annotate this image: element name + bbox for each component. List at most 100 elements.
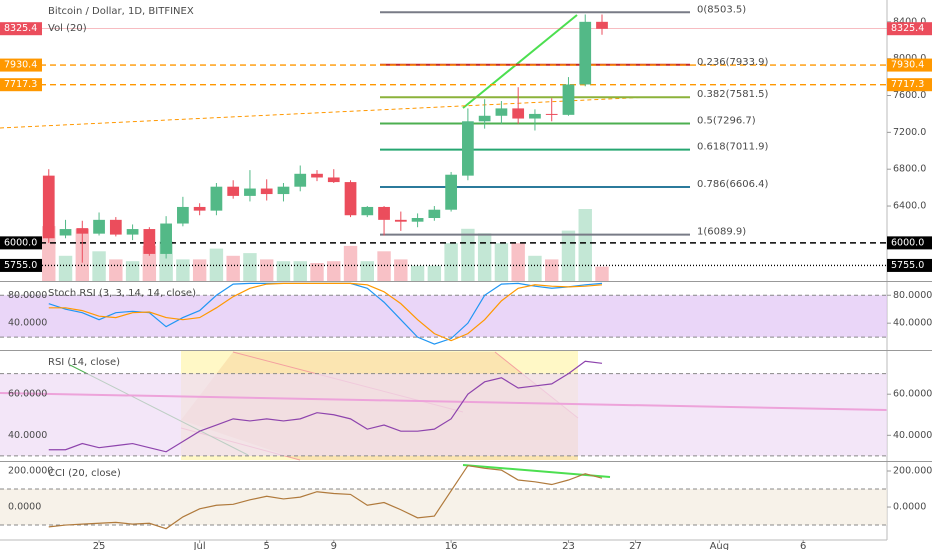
price-tag bbox=[887, 58, 932, 72]
price-tag-label: 8325.4 bbox=[4, 23, 37, 34]
candle-body bbox=[93, 219, 105, 234]
pane-title: CCI (20, close) bbox=[48, 468, 121, 479]
y-tick-label: 0.0000 bbox=[893, 502, 926, 513]
volume-bar bbox=[377, 251, 391, 281]
volume-bar bbox=[327, 261, 341, 281]
y-tick-label: 60.0000 bbox=[8, 389, 47, 400]
price-tag-label: 8325.4 bbox=[891, 23, 924, 34]
candle-body bbox=[277, 186, 290, 195]
volume-bar bbox=[511, 243, 525, 281]
candle-body bbox=[160, 223, 172, 254]
volume-bar bbox=[125, 261, 140, 281]
trend-line bbox=[462, 464, 611, 478]
volume-bar bbox=[494, 243, 509, 281]
fib-label: 0.5(7296.7) bbox=[697, 115, 756, 126]
volume-bar bbox=[192, 259, 207, 281]
price-tag bbox=[0, 236, 42, 250]
volume-bar bbox=[226, 255, 240, 281]
y-tick-label: 6400.0 bbox=[893, 201, 926, 212]
volume-bar bbox=[260, 259, 274, 281]
y-tick-label: 8400.0 bbox=[893, 16, 926, 27]
candle-body bbox=[143, 229, 156, 254]
x-tick-label: 5 bbox=[264, 541, 270, 550]
candle-body bbox=[327, 177, 340, 183]
candle-body bbox=[428, 209, 441, 219]
candle-body bbox=[311, 173, 323, 178]
y-tick-label: 7200.0 bbox=[893, 127, 926, 138]
candle-body bbox=[227, 186, 240, 196]
band bbox=[0, 489, 887, 526]
price-tag-label: 5755.0 bbox=[4, 260, 37, 271]
candle-body bbox=[478, 115, 491, 122]
candle-body bbox=[579, 21, 592, 85]
volume-bar bbox=[427, 265, 442, 281]
pane-title: Bitcoin / Dollar, 1D, BITFINEX bbox=[48, 6, 194, 17]
volume-bar bbox=[461, 228, 475, 281]
pane-subtitle: Vol (20) bbox=[48, 23, 87, 34]
candle-body bbox=[210, 186, 223, 211]
volume-bar bbox=[243, 253, 257, 281]
band bbox=[0, 295, 887, 338]
fib-label: 0.382(7581.5) bbox=[697, 89, 769, 100]
y-tick-label: 0.0000 bbox=[8, 502, 41, 513]
volume-bar bbox=[310, 263, 324, 281]
candle-body bbox=[462, 121, 474, 176]
x-tick-label: 9 bbox=[331, 541, 337, 550]
plot-area bbox=[0, 11, 887, 530]
price-tag bbox=[0, 22, 42, 36]
candle-body bbox=[495, 108, 508, 116]
fib-label: 0(8503.5) bbox=[697, 4, 746, 15]
price-tag bbox=[0, 78, 42, 92]
fib-label: 1(6089.9) bbox=[697, 227, 746, 238]
candle-body bbox=[411, 218, 424, 222]
candle-body bbox=[244, 188, 256, 196]
volume-bar bbox=[176, 259, 190, 281]
y-tick-label: 200.0000 bbox=[8, 466, 53, 477]
x-tick-label: Jul bbox=[193, 541, 206, 550]
y-tick-label: 60.0000 bbox=[893, 389, 932, 400]
candle-body bbox=[109, 219, 122, 235]
y-tick-label: 40.0000 bbox=[893, 430, 932, 441]
pane-title: RSI (14, close) bbox=[48, 357, 120, 368]
volume-bar bbox=[293, 261, 307, 281]
volume-bar bbox=[360, 261, 374, 281]
fib-label: 0.786(6606.4) bbox=[697, 179, 769, 190]
volume-bar bbox=[545, 259, 559, 281]
y-tick-label: 200.0000 bbox=[893, 466, 932, 477]
candle-body bbox=[177, 206, 189, 224]
volume-bar bbox=[109, 259, 123, 281]
fib-label: 0.618(7011.9) bbox=[697, 142, 769, 153]
x-tick-label: 16 bbox=[445, 541, 458, 550]
volume-bar bbox=[276, 261, 291, 281]
price-tag-label: 6000.0 bbox=[4, 237, 37, 248]
volume-bar bbox=[595, 266, 609, 281]
trend-line bbox=[462, 14, 578, 109]
y-tick-label: 6800.0 bbox=[893, 164, 926, 175]
y-tick-label: 80.0000 bbox=[893, 290, 932, 301]
candle-body bbox=[562, 84, 575, 115]
volume-bar bbox=[578, 209, 592, 281]
candle-body bbox=[344, 182, 357, 216]
price-tag-label: 5755.0 bbox=[891, 260, 924, 271]
candle-body bbox=[545, 113, 558, 115]
x-tick-label: 27 bbox=[629, 541, 642, 550]
volume-bar bbox=[394, 259, 408, 281]
price-tag bbox=[0, 258, 42, 272]
trend-line bbox=[0, 96, 651, 129]
price-tag-label: 6000.0 bbox=[891, 237, 924, 248]
volume-bar bbox=[92, 251, 106, 281]
price-tag-label: 7930.4 bbox=[4, 60, 37, 71]
x-tick-label: 6 bbox=[800, 541, 806, 550]
indicator-line bbox=[48, 360, 603, 453]
price-tag-label: 7717.3 bbox=[4, 79, 37, 90]
volume-bar bbox=[444, 243, 458, 281]
candle-body bbox=[445, 174, 457, 210]
volume-bar bbox=[42, 226, 56, 281]
price-tag bbox=[887, 258, 932, 272]
candle-body bbox=[378, 206, 390, 220]
price-tag bbox=[887, 236, 932, 250]
candle-body bbox=[596, 21, 608, 29]
y-tick-label: 40.0000 bbox=[8, 430, 47, 441]
band bbox=[0, 373, 887, 456]
candle-body bbox=[126, 229, 139, 235]
